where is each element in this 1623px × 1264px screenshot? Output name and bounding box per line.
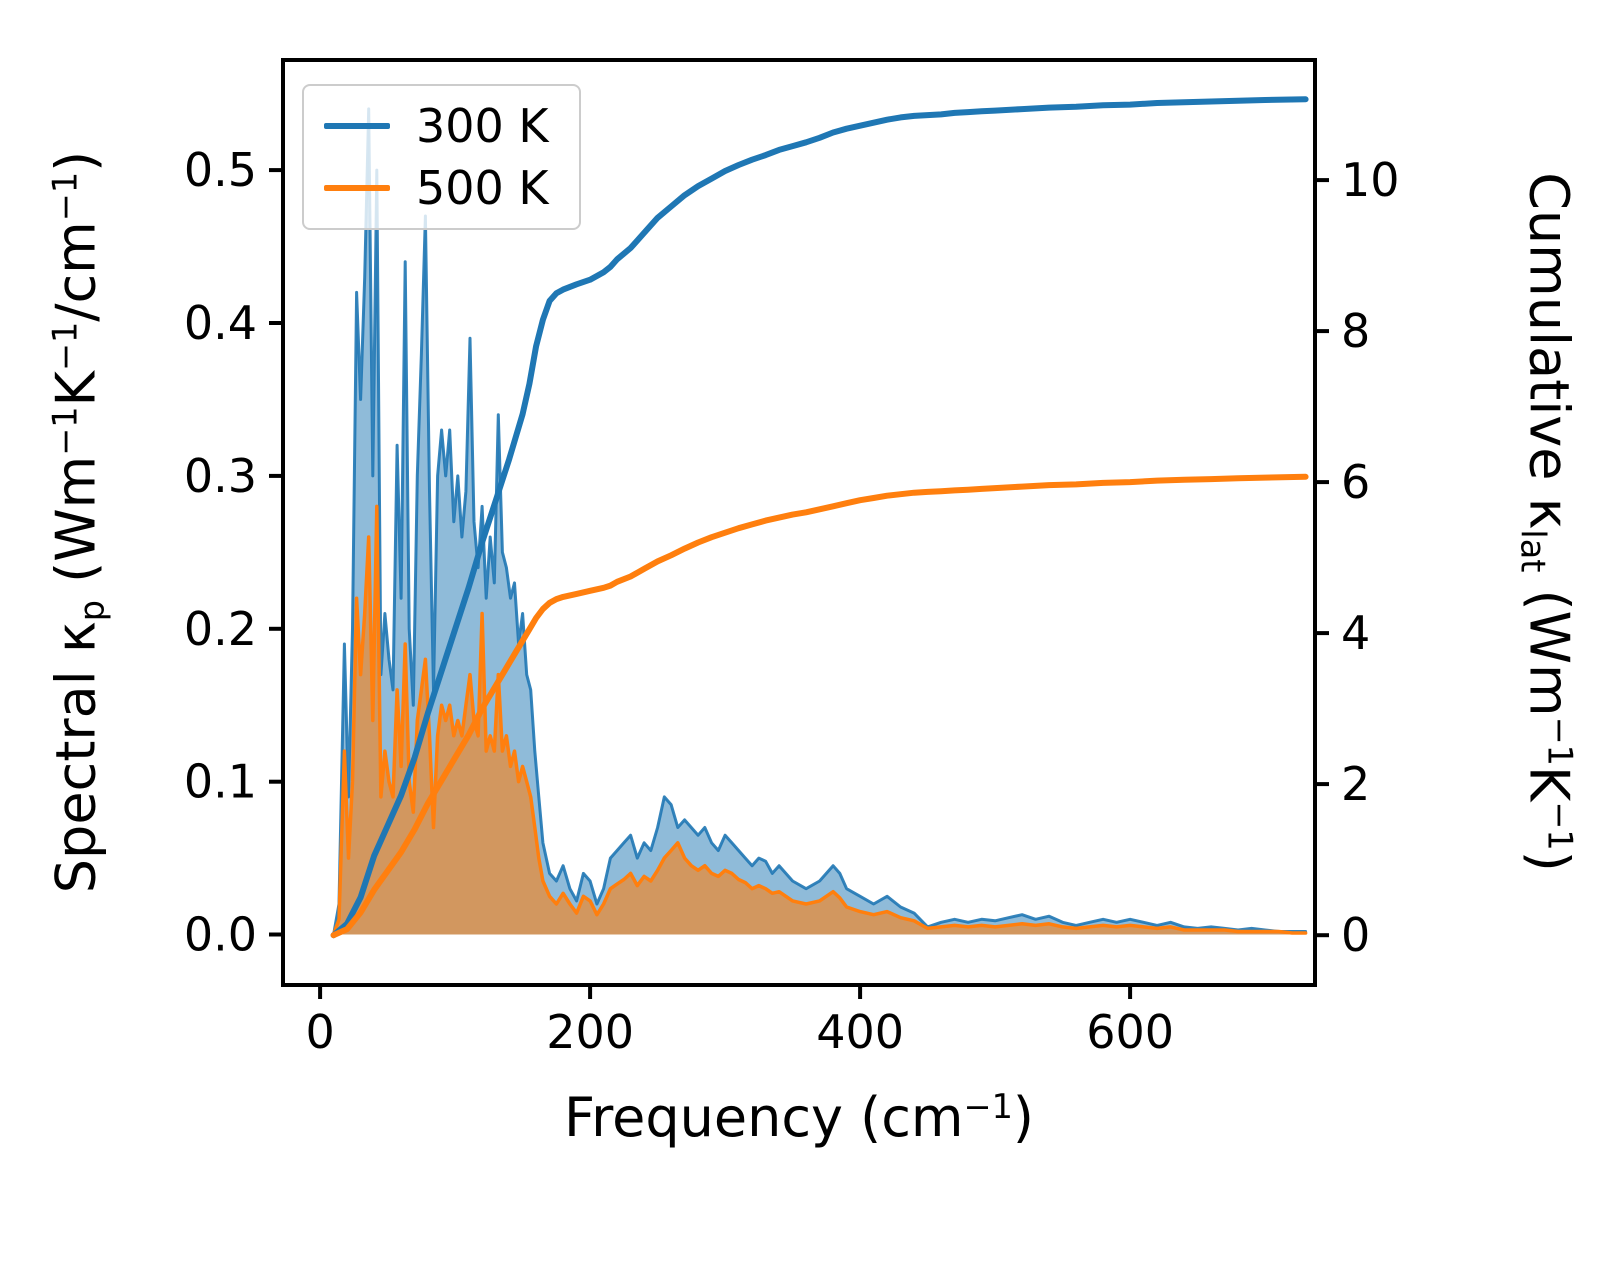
plot-frame — [281, 58, 1317, 987]
legend-swatch-500k — [324, 185, 390, 191]
y-axis-label-right: Cumulative κlat (Wm−1K−1) — [1513, 172, 1581, 872]
x-tick-label: 0 — [305, 1005, 334, 1059]
y-left-tick-label: 0.3 — [184, 449, 257, 503]
x-tick-label: 400 — [816, 1005, 904, 1059]
x-tick-label: 200 — [546, 1005, 634, 1059]
legend: 300 K 500 K — [302, 84, 581, 230]
y-right-tick-label: 10 — [1341, 153, 1400, 207]
legend-item-300k: 300 K — [324, 95, 549, 157]
y-left-tick-label: 0.5 — [184, 143, 257, 197]
legend-label-300k: 300 K — [416, 99, 549, 153]
x-axis-label: Frequency (cm−1) — [564, 1086, 1034, 1149]
y-axis-label-left: Spectral κp (Wm−1K−1/cm−1) — [44, 150, 112, 894]
legend-item-500k: 500 K — [324, 157, 549, 219]
y-right-tick-label: 8 — [1341, 304, 1370, 358]
legend-label-500k: 500 K — [416, 161, 549, 215]
cumulative-300k-line — [330, 96, 1309, 939]
y-left-tick-label: 0.4 — [184, 296, 257, 350]
spectral-500k-line — [331, 504, 1308, 937]
y-right-tick-label: 0 — [1341, 908, 1370, 962]
spectral-500k-fill — [333, 506, 1306, 935]
x-tick-label: 600 — [1086, 1005, 1174, 1059]
y-left-tick-label: 0.0 — [184, 908, 257, 962]
legend-swatch-300k — [324, 123, 390, 129]
y-right-tick-label: 6 — [1341, 455, 1370, 509]
spectral-300k-line — [332, 107, 1308, 936]
cumulative-500k-line — [330, 473, 1309, 939]
y-left-tick-label: 0.2 — [184, 602, 257, 656]
y-right-tick-label: 4 — [1341, 606, 1370, 660]
y-right-tick-label: 2 — [1341, 757, 1370, 811]
y-left-tick-label: 0.1 — [184, 755, 257, 809]
